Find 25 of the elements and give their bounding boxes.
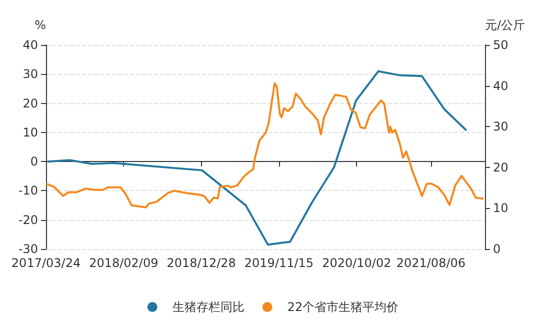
y2-tick-label: 0 <box>492 242 501 256</box>
y2-tick-label: 30 <box>492 120 508 134</box>
x-tick-label: 2018/12/28 <box>166 256 236 270</box>
y-tick-label: 30 <box>22 67 38 82</box>
y-tick-label: 10 <box>22 125 38 140</box>
y-tick-label: 0 <box>30 154 38 169</box>
y-tick-label: 40 <box>22 38 38 52</box>
y-tick-label: 20 <box>22 96 38 110</box>
y2-tick-label: 10 <box>492 201 508 216</box>
legend-label: 生猪存栏同比 <box>172 300 244 314</box>
y-axis-title: % <box>34 18 46 32</box>
x-tick-label: 2018/02/09 <box>89 256 158 270</box>
x-tick-label: 2020/10/02 <box>322 256 392 270</box>
y2-tick-label: 40 <box>492 78 508 93</box>
x-tick-label: 2021/08/06 <box>396 256 466 270</box>
y2-tick-label: 50 <box>492 38 508 52</box>
x-tick-label: 2017/03/24 <box>11 256 81 270</box>
y2-axis-title: 元/公斤 <box>484 18 526 32</box>
y2-tick-label: 20 <box>492 160 508 174</box>
line-series <box>46 70 468 246</box>
legend-label: 22个省市生猪平均价 <box>287 300 399 314</box>
y-tick-label: -10 <box>18 184 38 198</box>
y-tick-label: -20 <box>18 212 38 227</box>
x-tick-label: 2019/11/15 <box>244 256 314 270</box>
y-tick-label: -30 <box>18 242 38 256</box>
